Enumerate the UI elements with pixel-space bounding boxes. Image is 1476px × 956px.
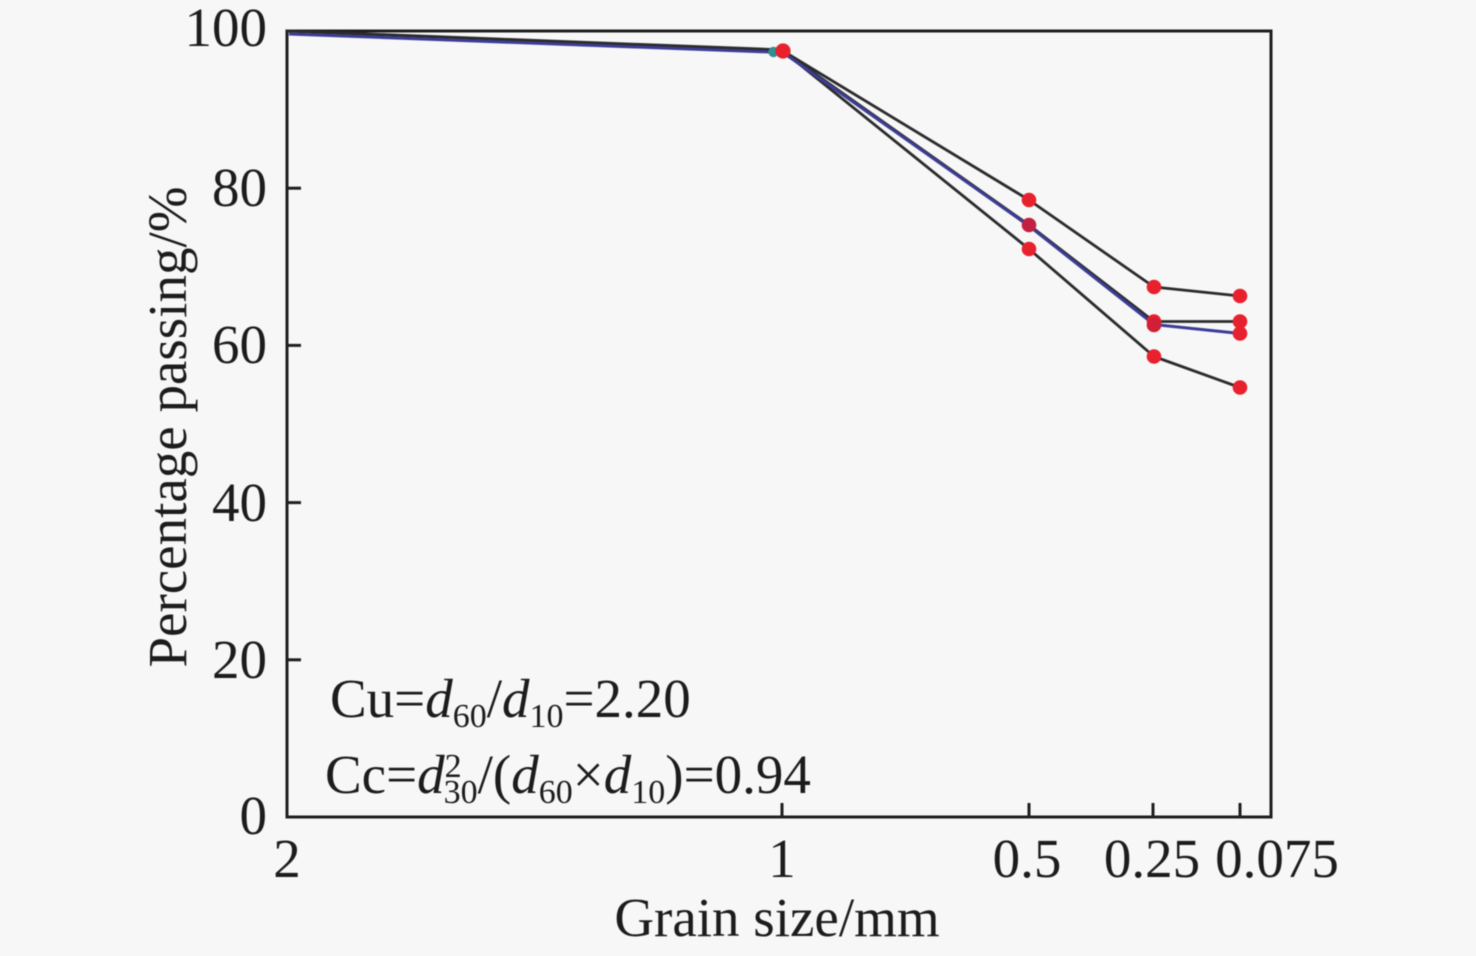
- svg-text:0: 0: [240, 785, 268, 846]
- svg-text:60: 60: [212, 314, 267, 375]
- svg-text:2: 2: [273, 828, 301, 889]
- svg-text:Percentage passing/%: Percentage passing/%: [137, 186, 198, 667]
- svg-text:0.075: 0.075: [1215, 828, 1339, 889]
- svg-text:0.25: 0.25: [1104, 828, 1200, 889]
- svg-text:20: 20: [212, 629, 267, 690]
- svg-text:1: 1: [768, 828, 796, 889]
- svg-text:0.5: 0.5: [993, 828, 1062, 889]
- svg-text:80: 80: [212, 157, 267, 218]
- svg-text:100: 100: [185, 0, 268, 58]
- svg-text:40: 40: [212, 472, 267, 533]
- svg-text:Grain size/mm: Grain size/mm: [614, 887, 939, 948]
- svg-text:Cu=d60/d10=2.20: Cu=d60/d10=2.20: [330, 668, 691, 735]
